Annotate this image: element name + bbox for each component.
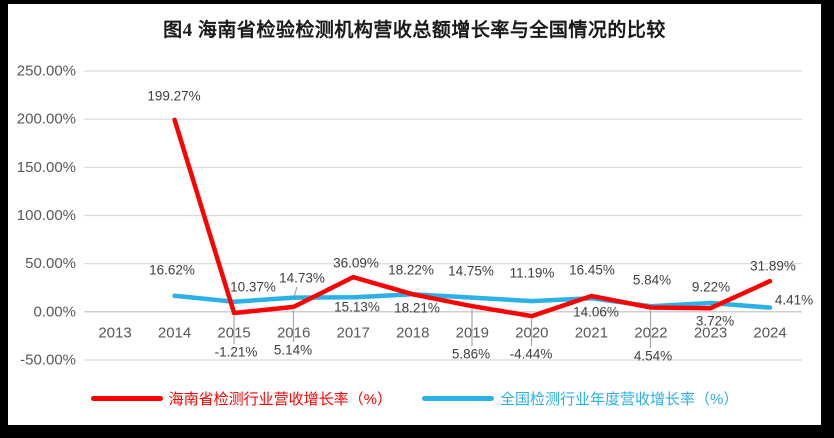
x-tick-label: 2014 [158,325,191,342]
data-label: 5.14% [274,343,312,358]
y-tick-label: 50.00% [25,255,76,272]
y-tick-label: 200.00% [17,111,76,128]
chart-card [8,4,821,425]
data-label: 10.37% [230,280,276,295]
x-tick-label: 2018 [396,325,429,342]
y-tick-label: 150.00% [17,159,76,176]
data-label: 16.45% [569,263,615,278]
y-tick-label: 0.00% [33,303,76,320]
data-label: 4.41% [775,293,813,308]
series-line-national [172,292,773,310]
legend-item-national: 全国检测行业年度营收增长率（%） [422,388,738,409]
data-label: -4.44% [510,347,553,362]
data-label: 14.73% [279,271,325,286]
label-leader-line [293,286,298,298]
x-tick-label: 2023 [694,325,727,342]
x-tick-label: 2017 [337,325,370,342]
data-label: 18.22% [388,263,434,278]
data-label: 14.06% [573,305,619,320]
data-label: -1.21% [215,345,258,360]
data-label: 11.19% [510,266,555,281]
legend-label-hainan: 海南省检测行业营收增长率（%） [168,390,392,408]
legend-line-sample-red [90,395,163,401]
data-label: 9.22% [692,280,730,295]
data-label: 14.75% [448,264,494,279]
data-label: 36.09% [333,256,379,271]
data-label: 4.54% [634,349,672,364]
x-tick-label: 2024 [753,325,786,342]
data-label: 16.62% [149,263,195,278]
legend-item-hainan: 海南省检测行业营收增长率（%） [90,388,392,409]
data-label: 18.21% [394,301,440,316]
series-line-hainan [172,117,773,319]
data-label: 15.13% [334,300,380,315]
data-label: 31.89% [750,259,796,274]
data-label: 199.27% [147,89,200,104]
data-label: 5.86% [452,347,490,362]
y-tick-label: -50.00% [20,352,76,369]
y-tick-label: 100.00% [17,207,76,224]
x-tick-label: 2021 [575,325,608,342]
chart-title: 图4 海南省检验检测机构营收总额增长率与全国情况的比较 [163,20,666,41]
data-label: 3.72% [696,314,734,329]
chart-legend: 海南省检测行业营收增长率（%） 全国检测行业年度营收增长率（%） [8,387,821,409]
x-tick-label: 2013 [98,325,131,342]
y-tick-label: 250.00% [17,63,76,80]
legend-line-sample-blue [422,395,494,401]
legend-label-national: 全国检测行业年度营收增长率（%） [500,390,739,408]
data-label: 5.84% [633,273,671,288]
